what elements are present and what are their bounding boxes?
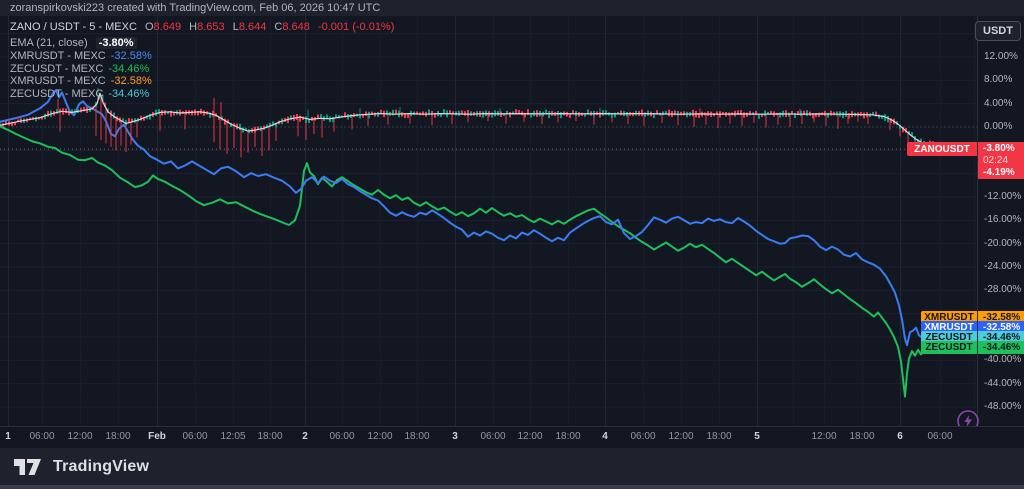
tradingview-wordmark[interactable]: TradingView — [53, 457, 150, 475]
price-tick: -24.00% — [984, 260, 1022, 272]
zano-symbol-badge: ZANOUSDT — [907, 142, 977, 156]
price-tick: -20.00% — [984, 237, 1022, 249]
attribution-bar: zoranspirkovski223 created with TradingV… — [0, 0, 1024, 16]
price-tick: -48.00% — [984, 400, 1022, 412]
ohlc-open-key: O — [144, 21, 154, 33]
price-tick: -16.00% — [984, 214, 1022, 226]
zec-line — [0, 125, 946, 398]
chart-stage[interactable]: ZANO / USDT - 5 - MEXC O8.649 H8.653 L8.… — [0, 16, 1024, 432]
price-tick: -12.00% — [984, 190, 1022, 202]
time-tick: 18:00 — [257, 431, 283, 442]
compare-symbol-label[interactable]: ZECUSDT - MEXC — [10, 87, 104, 100]
price-tick: 12.00% — [984, 51, 1018, 62]
time-tick: 18:00 — [404, 431, 430, 442]
compare-value-badge: -34.46% — [978, 341, 1024, 354]
time-tick: 12:00 — [811, 431, 837, 442]
compare-symbol-label[interactable]: ZECUSDT - MEXC — [10, 62, 104, 75]
legend-compare-row[interactable]: ZECUSDT - MEXC -34.46% — [10, 88, 149, 100]
price-tick: -28.00% — [984, 284, 1022, 296]
compare-value-badge: -34.46% — [978, 331, 1024, 344]
compare-symbol-badge: XMRUSDT — [921, 321, 977, 334]
ohlc-low-value: 8.644 — [238, 21, 267, 33]
compare-symbol-badge: ZECUSDT — [921, 341, 977, 354]
compare-symbol-badge: ZECUSDT — [921, 331, 977, 344]
time-tick: 18:00 — [105, 431, 131, 442]
time-tick: 06:00 — [630, 431, 656, 442]
ohlc-close-value: 8.648 — [282, 21, 310, 33]
ohlc-high-key: H — [189, 21, 198, 33]
time-tick: 12:00 — [67, 431, 93, 442]
legend-symbol-row[interactable]: ZANO / USDT - 5 - MEXC O8.649 H8.653 L8.… — [10, 21, 394, 33]
time-tick: 06:00 — [927, 431, 953, 442]
chart-canvas[interactable] — [0, 16, 977, 426]
time-tick: 06:00 — [480, 431, 506, 442]
compare-symbol-label[interactable]: XMRUSDT - MEXC — [10, 75, 106, 87]
time-tick: 3 — [452, 431, 458, 442]
xmr-line — [0, 89, 946, 347]
compare-change-value: -32.58% — [110, 75, 152, 87]
time-tick: 18:00 — [555, 431, 581, 442]
time-tick: 6 — [897, 431, 903, 442]
attribution-text: zoranspirkovski223 created with TradingV… — [10, 2, 381, 14]
footer: TradingView — [0, 448, 1024, 485]
compare-change-value: -32.58% — [110, 50, 152, 62]
ohlc-close-key: C — [274, 21, 283, 33]
ema-line — [0, 92, 946, 151]
time-tick: 18:00 — [849, 431, 875, 442]
time-tick: 2 — [302, 431, 308, 442]
legend-compare-row[interactable]: XMRUSDT - MEXC -32.58% — [10, 75, 152, 87]
ohlc-low-key: L — [232, 21, 239, 33]
currency-button[interactable]: USDT — [975, 21, 1021, 41]
time-tick: 12:00 — [367, 431, 393, 442]
compare-symbol-badge: XMRUSDT — [921, 311, 977, 324]
legend-ema-row[interactable]: EMA (21, close) -3.80% — [10, 37, 137, 49]
ema-badge-value: -4.19% — [978, 166, 1024, 179]
compare-symbol-label[interactable]: XMRUSDT - MEXC — [10, 50, 106, 62]
time-tick: 5 — [754, 431, 760, 442]
zano-price-badge: -3.80% 02:24 -4.19% — [978, 142, 1024, 179]
price-tick: 0.00% — [984, 121, 1013, 132]
time-tick: 18:00 — [706, 431, 732, 442]
time-tick: 12:00 — [517, 431, 543, 442]
time-tick: 12:05 — [220, 431, 246, 442]
ohlc-high-value: 8.653 — [197, 21, 225, 33]
lightning-bolt-icon — [964, 415, 972, 427]
ema-value: -3.80% — [95, 37, 137, 49]
change-value: -0.001 (-0.01%) — [317, 21, 395, 33]
symbol-title[interactable]: ZANO / USDT - 5 - MEXC — [10, 21, 137, 33]
compare-change-value: -34.46% — [108, 87, 150, 100]
tradingview-logo-icon[interactable] — [14, 454, 44, 480]
price-axis[interactable]: -3.80% 02:24 -4.19% 12.00% 8.00% 4.00% 0.00… — [977, 16, 1024, 426]
price-tick: -44.00% — [984, 377, 1022, 389]
zano-badge-countdown: 02:24 — [978, 155, 1024, 166]
legend-compare-row[interactable]: XMRUSDT - MEXC -32.58% — [10, 50, 152, 62]
time-tick: 1 — [5, 431, 11, 442]
price-tick: -40.00% — [984, 354, 1022, 366]
ema-label[interactable]: EMA (21, close) — [10, 37, 88, 49]
time-tick: Feb — [148, 431, 166, 442]
time-tick: 06:00 — [29, 431, 55, 442]
compare-value-badge: -32.58% — [978, 311, 1024, 324]
time-tick: 4 — [602, 431, 608, 442]
time-axis[interactable]: 1 06:00 12:00 18:00 Feb 06:00 12:05 18:00 2 06:00… — [0, 426, 1024, 448]
ohlc-open-value: 8.649 — [153, 21, 182, 33]
window-bottom-edge — [0, 485, 1024, 489]
time-tick: 06:00 — [329, 431, 355, 442]
time-tick: 06:00 — [182, 431, 208, 442]
price-tick: 4.00% — [984, 97, 1013, 109]
grid — [0, 16, 977, 426]
time-tick: 12:00 — [668, 431, 694, 442]
zano-badge-value: -3.80% — [978, 142, 1024, 155]
legend-compare-row[interactable]: ZECUSDT - MEXC -34.46% — [10, 63, 149, 75]
price-tick: 8.00% — [984, 74, 1013, 86]
compare-value-badge: -32.58% — [978, 321, 1024, 334]
compare-change-value: -34.46% — [108, 62, 150, 75]
